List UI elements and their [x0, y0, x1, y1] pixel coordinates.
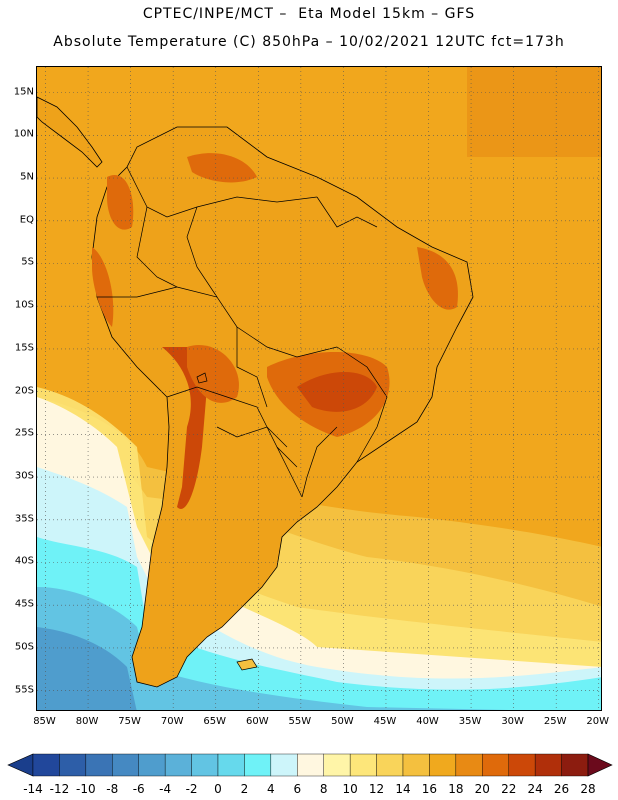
lat-tick-label: 40S: [14, 555, 34, 567]
lat-tick-label: 20S: [14, 385, 34, 397]
lat-tick-label: 10S: [14, 299, 34, 311]
lat-tick-label: 45S: [14, 598, 34, 610]
colorbar-segment: [508, 753, 536, 777]
colorbar-tick-label: 8: [319, 782, 328, 796]
lon-tick-label: 55W: [288, 716, 312, 727]
lat-tick-label: 15N: [13, 86, 34, 98]
temperature-map: [37, 67, 601, 710]
country-borders: [97, 166, 388, 498]
colorbar-segment: [323, 753, 351, 777]
colorbar-tick-label: 18: [448, 782, 464, 796]
chart-title-line2: Absolute Temperature (C) 850hPa – 10/02/…: [53, 34, 565, 50]
colorbar-tick-label: -2: [185, 782, 198, 796]
lon-tick-label: 70W: [160, 716, 184, 727]
colorbar-segment: [59, 753, 87, 777]
field-ne-warm: [467, 67, 601, 157]
central-america: [37, 96, 103, 168]
colorbar-tick-label: 24: [527, 782, 543, 796]
colorbar-tick-label: -4: [159, 782, 172, 796]
hot-venezuela: [187, 153, 257, 183]
hot-peru: [92, 247, 114, 327]
lon-tick-label: 20W: [586, 716, 610, 727]
lat-tick-label: 5N: [20, 171, 34, 183]
colorbar-tick-label: 28: [580, 782, 596, 796]
colorbar-tick-label: -8: [106, 782, 119, 796]
colorbar-under-arrow: [7, 753, 34, 777]
south-america-landmass: [91, 126, 474, 688]
hot-northeast: [417, 247, 458, 310]
colorbar-tick-label: 12: [368, 782, 385, 796]
colorbar-segment: [349, 753, 377, 777]
colorbar-segment: [482, 753, 509, 777]
lon-tick-label: 50W: [331, 716, 354, 727]
colorbar-segment: [534, 753, 562, 777]
colorbar-tick-label: 2: [240, 782, 249, 796]
lat-tick-label: 35S: [14, 513, 34, 525]
lon-tick-label: 85W: [33, 716, 56, 727]
lon-tick-label: 35W: [458, 716, 482, 727]
colorbar-segment: [244, 753, 272, 777]
colorbar-segment: [376, 753, 404, 777]
lon-tick-label: 45W: [373, 716, 397, 727]
colorbar-tick-label: -6: [132, 782, 145, 796]
colorbar-tick-label: 0: [214, 782, 222, 796]
lat-tick-label: 5S: [21, 256, 34, 268]
colorbar-segment: [164, 753, 192, 777]
colorbar-tick-label: 4: [267, 782, 275, 796]
colorbar-tick-label: -12: [49, 782, 70, 796]
colorbar-segment: [217, 753, 245, 777]
hot-colombia: [107, 175, 134, 230]
colorbar-tick-label: 10: [342, 782, 358, 796]
colorbar-tick-label: 20: [474, 782, 490, 796]
lat-tick-label: 50S: [14, 641, 34, 653]
colorbar-segment: [561, 753, 589, 777]
colorbar-tick-label: 16: [421, 782, 438, 796]
colorbar-segment: [270, 753, 298, 777]
lat-tick-label: 30S: [14, 470, 34, 482]
colorbar-tick-label: 26: [553, 782, 570, 796]
colorbar-segment: [191, 753, 219, 777]
lon-tick-label: 60W: [245, 716, 269, 727]
colorbar-segment: [297, 753, 324, 777]
lon-tick-label: 80W: [75, 716, 99, 727]
colorbar-segment: [32, 753, 60, 777]
colorbar-segment: [112, 753, 139, 777]
hot-central: [187, 345, 239, 403]
colorbar-over-arrow: [587, 753, 613, 777]
colorbar-segment: [429, 753, 457, 777]
colorbar-tick-label: 6: [293, 782, 302, 796]
colorbar-tick-label: -14: [23, 782, 43, 796]
lat-tick-label: 15S: [14, 342, 34, 354]
lat-tick-label: EQ: [19, 214, 34, 226]
lon-tick-label: 40W: [416, 716, 439, 727]
lat-tick-label: 10N: [13, 128, 34, 140]
chart-title-line1: CPTEC/INPE/MCT – Eta Model 15km – GFS: [142, 6, 476, 22]
falkland-islands: [236, 658, 258, 671]
colorbar-tick-label: -10: [76, 782, 96, 796]
lon-tick-label: 30W: [501, 716, 524, 727]
colorbar-segment: [85, 753, 113, 777]
lake-titicaca: [196, 372, 208, 384]
lon-tick-label: 65W: [203, 716, 227, 727]
colorbar-segment: [138, 753, 166, 777]
map-panel: [36, 66, 602, 711]
lat-tick-label: 25S: [14, 427, 34, 439]
colorbar-tick-label: 14: [395, 782, 411, 796]
lon-tick-label: 25W: [543, 716, 567, 727]
colorbar-segment: [402, 753, 430, 777]
colorbar-tick-label: 22: [501, 782, 517, 796]
lat-tick-label: 55S: [14, 684, 34, 696]
lon-tick-label: 75W: [118, 716, 141, 727]
colorbar: [7, 753, 613, 777]
colorbar-segment: [455, 753, 483, 777]
